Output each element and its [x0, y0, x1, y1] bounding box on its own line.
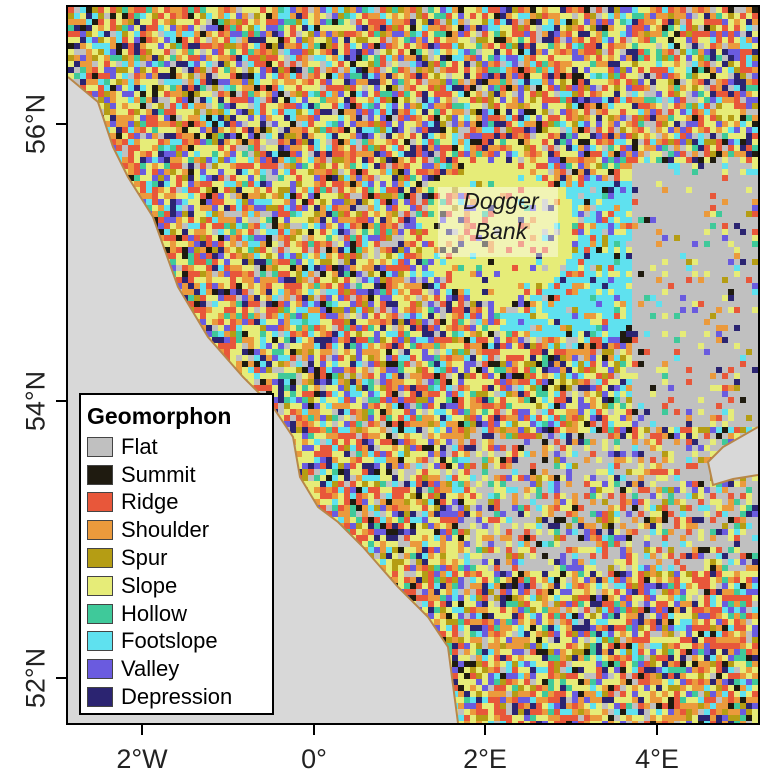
legend-label: Slope — [121, 572, 178, 598]
place-label-line1: Dogger — [463, 188, 539, 214]
x-tick-mark — [484, 725, 486, 735]
legend-item-slope: Slope — [87, 572, 272, 600]
legend-item-summit: Summit — [87, 461, 272, 489]
y-tick-label: 54°N — [20, 370, 51, 432]
x-tick-label: 2°W — [116, 744, 168, 774]
legend-swatch — [87, 603, 113, 624]
x-tick-label: 4°E — [635, 744, 679, 774]
legend-item-valley: Valley — [87, 655, 272, 683]
legend-label: Depression — [121, 684, 233, 710]
legend-swatch — [87, 659, 113, 680]
legend-item-depression: Depression — [87, 683, 272, 711]
x-tick-mark — [656, 725, 658, 735]
legend-label: Valley — [121, 656, 180, 682]
coastline-east — [706, 426, 758, 487]
legend-label: Ridge — [121, 489, 179, 515]
legend-title: Geomorphon — [87, 403, 232, 429]
legend-swatch — [87, 548, 113, 569]
legend-label: Flat — [121, 433, 158, 459]
legend-label: Footslope — [121, 628, 218, 654]
legend-items: Flat Summit Ridge Shoulder Spur Slope Ho… — [87, 433, 272, 711]
legend-label: Hollow — [121, 600, 188, 626]
legend-swatch — [87, 492, 113, 513]
x-tick-label: 2°E — [463, 744, 507, 774]
legend-item-shoulder: Shoulder — [87, 516, 272, 544]
legend-swatch — [87, 436, 113, 457]
legend-swatch — [87, 520, 113, 541]
legend-label: Shoulder — [121, 517, 210, 543]
dogger-bank-label: Dogger Bank — [436, 186, 566, 246]
place-label-line2: Bank — [474, 218, 528, 244]
legend-item-footslope: Footslope — [87, 628, 272, 656]
x-tick-label: 0° — [301, 744, 327, 774]
y-tick-mark — [56, 123, 66, 125]
y-tick-label: 56°N — [20, 93, 51, 155]
legend-item-spur: Spur — [87, 544, 272, 572]
legend-swatch — [87, 464, 113, 485]
x-tick-mark — [141, 725, 143, 735]
legend-swatch — [87, 631, 113, 652]
legend: Geomorphon Flat Summit Ridge Shoulder Sp… — [79, 393, 274, 715]
legend-item-hollow: Hollow — [87, 600, 272, 628]
legend-label: Summit — [121, 461, 196, 487]
legend-item-ridge: Ridge — [87, 489, 272, 517]
x-tick-mark — [313, 725, 315, 735]
legend-swatch — [87, 575, 113, 596]
y-tick-label: 52°N — [20, 647, 51, 709]
y-tick-mark — [56, 677, 66, 679]
legend-swatch — [87, 687, 113, 708]
coastline — [68, 76, 459, 723]
y-tick-mark — [56, 400, 66, 402]
legend-item-flat: Flat — [87, 433, 272, 461]
legend-label: Spur — [121, 545, 168, 571]
